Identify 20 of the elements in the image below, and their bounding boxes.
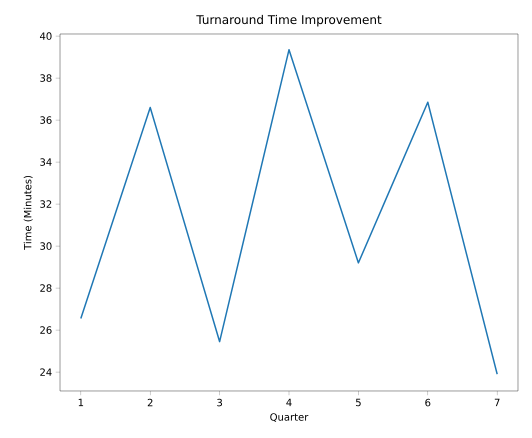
x-tick-label: 5: [356, 398, 361, 406]
y-tick-label: 34: [40, 158, 52, 166]
y-tick-label: 38: [40, 74, 52, 82]
y-tick-label: 36: [40, 116, 52, 124]
y-tick-label: 24: [40, 368, 52, 376]
y-axis-title: Time (Minutes): [24, 176, 33, 250]
x-axis-title: Quarter: [270, 413, 308, 422]
y-tick-label: 40: [40, 32, 52, 40]
y-tick-label: 32: [40, 200, 52, 208]
y-tick-label: 30: [40, 242, 52, 250]
x-tick-label: 7: [494, 398, 500, 406]
y-tick-label: 28: [40, 284, 52, 292]
chart-title: Turnaround Time Improvement: [196, 14, 382, 26]
y-tick-label: 26: [40, 326, 52, 334]
x-tick-label: 2: [148, 398, 152, 406]
line-series: [80, 48, 498, 375]
x-tick-label: 6: [425, 398, 430, 406]
x-tick-label: 4: [286, 398, 292, 406]
x-tick-label: 1: [78, 398, 84, 406]
x-tick-label: 3: [217, 398, 222, 406]
